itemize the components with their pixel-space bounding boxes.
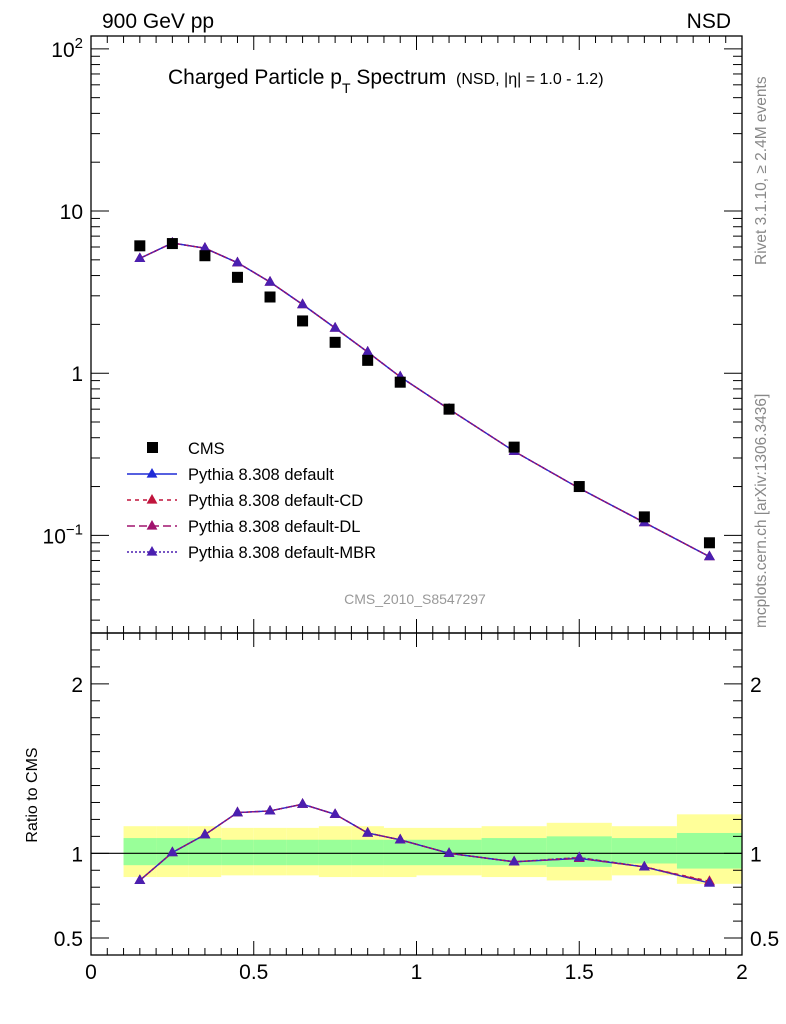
ratio-ylabel: Ratio to CMS: [24, 747, 41, 842]
legend-label-data: CMS: [188, 440, 225, 458]
data-point: [638, 511, 650, 523]
data-point: [199, 250, 211, 262]
title-main2: Spectrum: [351, 66, 447, 89]
mc-marker-3: [134, 252, 146, 263]
ratio-band-inner: [253, 839, 287, 866]
y-tick-label: 1: [71, 843, 83, 866]
legend-marker-data: [147, 442, 158, 453]
data-point: [134, 240, 146, 252]
ratio-band-inner: [188, 838, 222, 866]
ratio-band-inner: [318, 839, 352, 866]
mc-marker-3: [329, 321, 341, 332]
ratio-band-inner: [221, 839, 254, 866]
legend-label-3: Pythia 8.308 default-MBR: [188, 544, 376, 562]
ratio-band-inner: [383, 839, 417, 866]
mc-marker-3: [704, 550, 715, 561]
y-tick-label-right: 1: [750, 843, 762, 866]
legend-marker-2: [146, 520, 158, 530]
ratio-marker-3: [508, 855, 520, 866]
y-tick-label: 10−1: [43, 521, 83, 548]
mc-marker-3: [362, 346, 374, 356]
ratio-marker-3: [134, 874, 146, 885]
y-tick-label-right: 2: [750, 674, 762, 697]
y-tick-label: 0.5: [54, 928, 83, 951]
data-point: [508, 441, 520, 453]
rivet-label: Rivet 3.1.10, ≥ 2.4M events: [753, 76, 770, 265]
y-tick-label: 2: [71, 674, 83, 697]
legend-label-1: Pythia 8.308 default-CD: [188, 492, 363, 510]
data-point: [297, 315, 309, 327]
data-point: [394, 376, 406, 388]
energy-label: 900 GeV pp: [102, 10, 214, 33]
data-point: [703, 537, 715, 549]
legend-label-2: Pythia 8.308 default-DL: [188, 518, 360, 536]
ratio-band-inner: [611, 838, 677, 864]
y-tick-label: 10: [60, 201, 83, 224]
legend: CMS Pythia 8.308 default Pythia 8.308 defa…: [127, 440, 376, 562]
mc-marker-3: [199, 242, 211, 252]
analysis-label: CMS_2010_S8547297: [344, 591, 486, 607]
data-point: [231, 271, 243, 283]
legend-marker-0: [146, 468, 158, 478]
ratio-band-inner: [123, 838, 157, 866]
y-tick-exponent: 2: [75, 35, 83, 52]
x-tick-label: 0.5: [239, 961, 268, 984]
ratio-band-inner: [286, 839, 319, 866]
ratio-plot-frame: [90, 632, 743, 956]
legend-marker-1: [146, 494, 158, 504]
mc-marker-3: [264, 275, 276, 286]
y-tick-label: 102: [51, 35, 83, 62]
ratio-line-3: [139, 803, 710, 884]
y-tick-label: 1: [71, 363, 83, 386]
title-main: Charged Particle p: [168, 66, 342, 89]
mcplots-label: mcplots.cern.ch [arXiv:1306.3436]: [753, 394, 770, 628]
y-tick-base: 10: [60, 201, 83, 224]
x-tick-label: 2: [736, 961, 748, 984]
process-label: NSD: [687, 10, 731, 33]
ratio-band-inner: [351, 839, 384, 866]
ratio-panel: 0 0.5 1 1.5 20.5 0.51 12 2: [54, 632, 779, 984]
ratio-marker-3: [329, 808, 341, 818]
ratio-marker-3: [704, 876, 715, 887]
ratio-marker-3: [264, 804, 276, 815]
ratio-band-inner: [676, 832, 742, 869]
legend-label-0: Pythia 8.308 default: [188, 466, 334, 484]
ratio-marker-3: [232, 806, 243, 817]
y-tick-base: 1: [71, 363, 83, 386]
ratio-marker-3: [638, 860, 650, 871]
y-tick-label-right: 0.5: [750, 928, 779, 951]
data-point: [573, 481, 585, 493]
ratio-marker-3: [166, 846, 178, 857]
x-tick-label: 1: [411, 961, 423, 984]
data-point: [166, 238, 178, 250]
y-tick-exponent: −1: [66, 521, 83, 538]
ratio-marker-3: [394, 833, 406, 844]
chart-title: Charged Particle pT Spectrum (NSD, |η| =…: [168, 66, 604, 96]
ratio-marker-3: [297, 798, 308, 808]
x-tick-label: 1.5: [565, 961, 594, 984]
data-point: [443, 403, 455, 415]
x-tick-label: 0: [85, 961, 97, 984]
y-tick-base: 10: [43, 525, 66, 548]
ratio-marker-3: [573, 851, 585, 862]
data-point: [264, 291, 276, 303]
title-small: (NSD, |η| = 1.0 - 1.2): [456, 71, 603, 88]
title-subscript: T: [342, 80, 351, 96]
mc-marker-3: [297, 298, 308, 309]
legend-marker-3: [146, 546, 158, 556]
data-point: [362, 354, 374, 366]
y-tick-base: 10: [51, 39, 74, 62]
ratio-marker-3: [199, 828, 211, 839]
ratio-marker-3: [443, 847, 455, 857]
data-point: [329, 336, 341, 348]
mc-marker-3: [232, 256, 243, 267]
ratio-marker-3: [362, 826, 374, 837]
